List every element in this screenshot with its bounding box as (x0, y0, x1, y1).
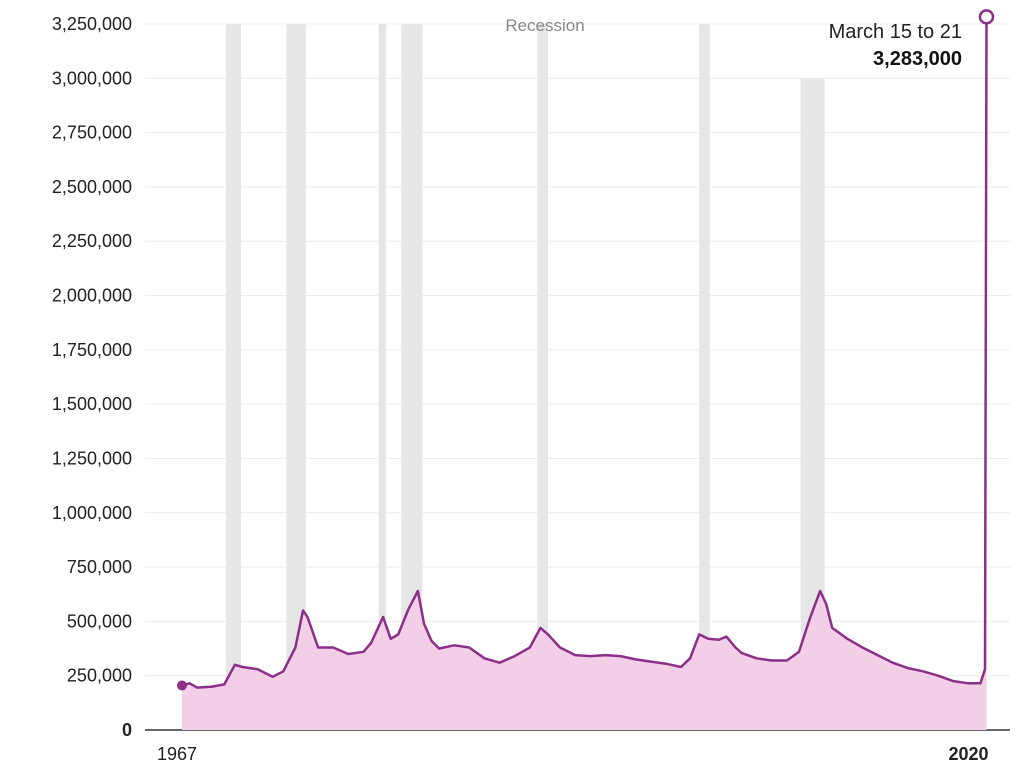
x-tick-label: 2020 (948, 744, 988, 764)
y-tick-label: 2,000,000 (52, 286, 132, 306)
y-tick-label: 3,250,000 (52, 14, 132, 34)
series-peak-point (978, 9, 995, 25)
y-tick-label: 750,000 (67, 557, 132, 577)
peak-annotation: March 15 to 21 3,283,000 (829, 21, 962, 70)
y-tick-label: 2,500,000 (52, 177, 132, 197)
recession-band (699, 24, 710, 730)
y-tick-label: 2,250,000 (52, 231, 132, 251)
x-tick-label: 1967 (157, 744, 197, 764)
y-tick-label: 1,250,000 (52, 448, 132, 468)
recession-band (286, 24, 306, 730)
recession-band (225, 24, 241, 730)
recession-legend-label: Recession (505, 16, 584, 35)
annotation-date-label: March 15 to 21 (829, 21, 962, 43)
x-axis-tick-labels: 1967 2020 (157, 744, 989, 764)
annotation-value-label: 3,283,000 (873, 48, 962, 70)
recession-band (401, 24, 423, 730)
y-axis-tick-labels: 0 250,000 500,000 750,000 1,000,000 1,250,000… (52, 14, 132, 740)
series-line (181, 16, 988, 689)
gridlines (145, 23, 1010, 731)
claims-area (177, 9, 995, 731)
y-tick-label: 1,750,000 (52, 340, 132, 360)
recession-band (378, 24, 387, 730)
y-tick-label: 3,000,000 (52, 68, 132, 88)
recession-bands (225, 24, 825, 731)
y-tick-label: 250,000 (67, 666, 132, 686)
series-start-point (177, 680, 187, 691)
y-tick-label: 2,750,000 (52, 123, 132, 143)
y-tick-label: 1,500,000 (52, 394, 132, 414)
y-tick-label: 1,000,000 (52, 503, 132, 523)
y-tick-label: 0 (122, 720, 132, 740)
y-tick-label: 500,000 (67, 611, 132, 631)
recession-band (537, 24, 548, 730)
